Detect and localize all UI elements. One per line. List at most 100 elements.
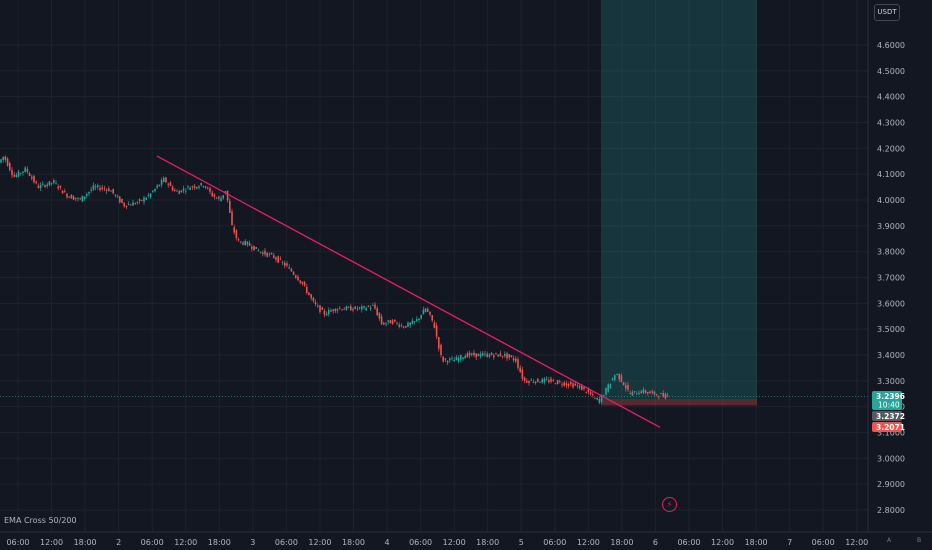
candle-body [330, 310, 332, 312]
candle-body [552, 380, 554, 381]
candle-body [618, 373, 620, 380]
candle-body [581, 386, 583, 391]
time-tick-label: 06:00 [409, 538, 432, 547]
candle-body [108, 188, 110, 192]
candle-body [572, 383, 574, 388]
candle-body [28, 173, 31, 177]
price-tags: 3.2396 10:40 3.2372 3.2071 [872, 391, 905, 432]
candle-body [174, 190, 176, 192]
candle-body [94, 186, 97, 188]
candle-body [70, 194, 73, 199]
time-tick-label: 12:00 [577, 538, 600, 547]
candle-body [48, 181, 51, 186]
price-tick-label: 4.3000 [877, 119, 905, 128]
candle-body [620, 375, 623, 382]
time-tick-label: 12:00 [845, 538, 868, 547]
candle-body [17, 171, 20, 177]
candle-body [226, 190, 229, 201]
candle-body [220, 198, 222, 202]
candle-body [387, 320, 389, 322]
candle-body [182, 188, 185, 191]
candle-body [90, 189, 92, 191]
candle-body [328, 309, 330, 315]
candle-body [365, 308, 367, 311]
price-tick-label: 4.1000 [877, 170, 905, 179]
candle-body [22, 171, 24, 173]
candle-body [490, 353, 493, 356]
candle-body [332, 309, 334, 312]
lightning-icon[interactable]: ⚡ [662, 497, 677, 512]
candle-body [605, 388, 607, 395]
candle-body [167, 183, 169, 185]
candle-body [114, 194, 117, 196]
stop-price-value: 3.2071 [876, 423, 905, 432]
candle-body [383, 322, 385, 325]
candle-body [317, 305, 319, 307]
candle-body [561, 384, 563, 386]
candle-body [433, 322, 436, 328]
candle-body [248, 243, 251, 246]
candle-body [550, 378, 552, 382]
candle-body [86, 194, 88, 196]
candle-body [211, 192, 213, 197]
time-tick-label: 06:00 [543, 538, 566, 547]
candle-body [110, 190, 112, 192]
candle-body [345, 306, 348, 310]
candle-body [622, 382, 625, 386]
candle-body [416, 319, 418, 322]
candle-body [251, 246, 253, 249]
currency-button[interactable]: USDT [874, 4, 900, 21]
candle-body [160, 179, 163, 185]
candle-body [510, 355, 513, 358]
price-tick-label: 4.5000 [877, 67, 905, 76]
price-tick-label: 3.1000 [877, 429, 905, 438]
candle-body [658, 396, 660, 398]
time-axis[interactable]: 06:00 12:00 18:00 2 06:00 12:00 18:00 3 06:00 12:… [6, 538, 868, 547]
price-tick-label: 3.0000 [877, 454, 905, 463]
price-tick-label: 3.5000 [877, 325, 905, 334]
candle-body [638, 393, 640, 395]
candle-body [499, 353, 502, 357]
candle-body [55, 182, 57, 184]
candle-body [50, 182, 53, 184]
candle-body [284, 263, 286, 266]
candle-body [202, 186, 205, 188]
auto-scale-button[interactable]: A [886, 537, 892, 544]
candle-body [625, 385, 627, 389]
candle-body [521, 369, 524, 379]
candle-body [2, 156, 4, 160]
candle-body [405, 325, 407, 328]
candle-body [178, 191, 180, 195]
candle-body [270, 253, 273, 255]
candle-body [394, 319, 396, 322]
candle-body [431, 315, 433, 321]
candle-body [279, 258, 282, 260]
candle-body [506, 353, 508, 359]
candle-body [438, 336, 440, 349]
log-scale-button[interactable]: B [916, 537, 922, 544]
candle-body [609, 383, 612, 389]
indicator-label[interactable]: EMA Cross 50/200 [4, 516, 77, 525]
time-tick-label: 2 [116, 538, 121, 547]
trendline[interactable] [156, 155, 661, 428]
candle-body [20, 173, 22, 174]
candle-body [130, 204, 132, 206]
candle-body [193, 186, 196, 188]
candle-body [627, 385, 629, 390]
candle-body [187, 186, 189, 188]
time-tick-label: 18:00 [208, 538, 231, 547]
time-tick-label: 18:00 [476, 538, 499, 547]
long-position-loss-zone[interactable] [601, 398, 757, 406]
long-position-profit-zone[interactable] [601, 0, 757, 399]
candle-body [163, 177, 165, 183]
candle-body [378, 312, 381, 319]
price-axis[interactable]: 4.6000 4.5000 4.4000 4.3000 4.2000 4.1000 4.00… [877, 41, 905, 515]
candle-body [570, 382, 572, 385]
price-tick-label: 3.4000 [877, 351, 905, 360]
candle-body [341, 309, 343, 311]
candle-body [64, 191, 66, 193]
candle-body [642, 389, 645, 393]
candle-body [147, 195, 150, 196]
candle-body [310, 294, 312, 299]
